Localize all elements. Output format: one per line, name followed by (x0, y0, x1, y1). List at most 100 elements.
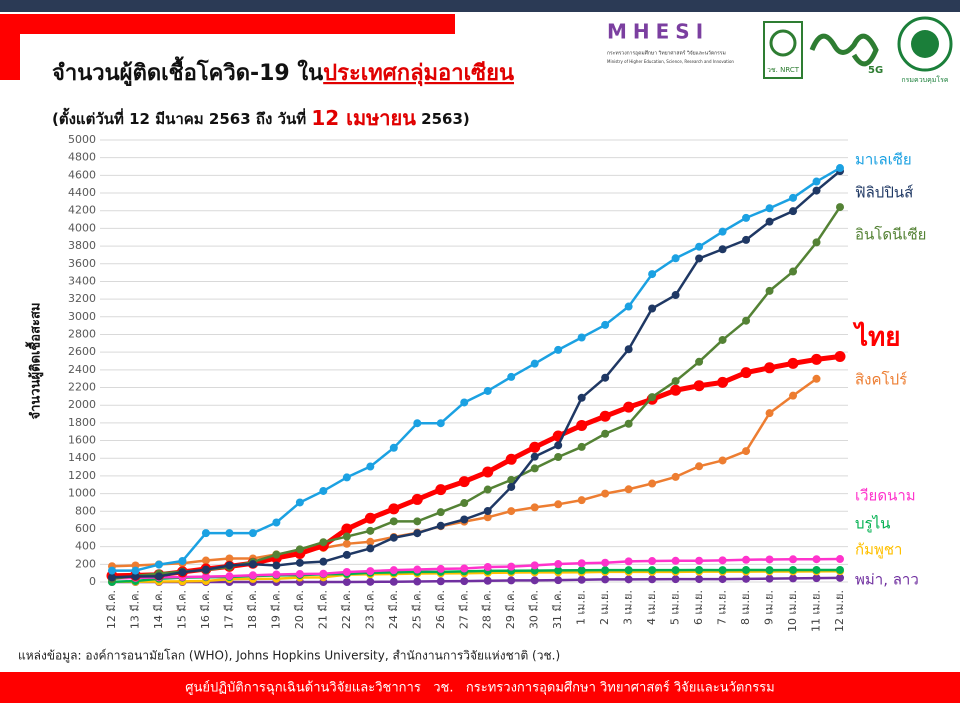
data-point (272, 570, 281, 579)
data-point (577, 393, 586, 402)
data-point (648, 270, 657, 279)
data-point (718, 556, 727, 565)
data-point (201, 565, 210, 574)
data-point (319, 486, 328, 495)
data-point (601, 566, 610, 575)
data-point (342, 568, 351, 577)
y-tick-label: 2600 (68, 345, 96, 358)
data-point (154, 572, 163, 581)
x-tick-label: 2 เม.ย. (598, 590, 611, 625)
data-point (178, 568, 187, 577)
data-point (530, 359, 539, 368)
logo-text: Ministry of Higher Education, Science, R… (607, 59, 734, 64)
x-tick-label: 27 มี.ค. (457, 590, 470, 629)
data-point (411, 493, 423, 505)
subtitle-part: 12 เมษายน (311, 106, 416, 130)
x-tick-label: 9 เม.ย. (763, 590, 776, 625)
data-point (529, 441, 541, 453)
data-point (718, 566, 727, 575)
y-tick-label: 200 (75, 557, 96, 570)
y-tick-label: 1600 (68, 434, 96, 447)
title-part: จำนวนผู้ติดเชื้อโควิด-19 ใน (52, 56, 323, 87)
data-point (436, 419, 445, 428)
data-point (225, 572, 234, 581)
data-point (836, 164, 844, 173)
data-point (671, 291, 680, 300)
data-point (131, 572, 140, 581)
data-point (577, 559, 586, 568)
data-point (789, 555, 798, 564)
data-point (366, 577, 375, 586)
data-point (554, 500, 563, 509)
y-tick-label: 0 (89, 575, 96, 588)
series-label: กัมพูชา (855, 541, 902, 559)
data-point (108, 566, 116, 575)
y-tick-label: 1200 (68, 469, 96, 482)
data-point (460, 499, 469, 508)
series-line (111, 377, 818, 568)
data-point (812, 177, 821, 186)
data-point (201, 529, 210, 538)
data-point (789, 574, 798, 583)
x-tick-label: 16 มี.ค. (199, 590, 212, 629)
x-tick-label: 24 มี.ค. (387, 590, 400, 629)
y-axis-label: จำนวนผู้ติดเชื้อสะสม (25, 303, 44, 420)
series-label: ไทย (852, 321, 900, 353)
data-point (718, 227, 727, 236)
data-point (436, 564, 445, 573)
data-point (483, 485, 492, 494)
data-point (530, 576, 539, 585)
x-tick-label: 6 เม.ย. (692, 590, 705, 625)
data-point (624, 345, 633, 354)
footer-band (0, 672, 960, 703)
y-tick-label: 3200 (68, 292, 96, 305)
data-point (648, 304, 657, 313)
data-point (693, 380, 705, 392)
y-tick-label: 2000 (68, 398, 96, 411)
data-point (389, 566, 398, 575)
data-point (787, 357, 799, 369)
data-point (436, 521, 445, 530)
x-tick-label: 21 มี.ค. (316, 590, 329, 629)
data-point (671, 472, 680, 481)
y-tick-label: 1800 (68, 416, 96, 429)
data-point (435, 484, 447, 496)
data-point (789, 565, 798, 574)
data-point (695, 565, 704, 574)
data-point (483, 563, 492, 572)
data-point (225, 554, 234, 563)
data-point (154, 560, 163, 569)
data-point (601, 575, 610, 584)
data-point (695, 556, 704, 565)
x-tick-label: 26 มี.ค. (434, 590, 447, 629)
data-point (342, 473, 351, 482)
data-point (812, 565, 821, 574)
data-point (577, 442, 586, 451)
data-point (248, 571, 257, 580)
data-point (507, 482, 516, 491)
data-point (718, 335, 727, 344)
data-point (765, 409, 774, 418)
y-tick-label: 3600 (68, 257, 96, 270)
x-tick-label: 18 มี.ค. (246, 590, 259, 629)
y-tick-label: 3800 (68, 239, 96, 252)
data-point (342, 578, 351, 586)
data-point (225, 561, 234, 570)
y-tick-label: 4000 (68, 221, 96, 234)
data-point (201, 556, 210, 565)
data-point (507, 475, 516, 484)
data-point (765, 204, 774, 213)
data-point (342, 550, 351, 559)
data-point (601, 373, 610, 382)
data-point (671, 377, 680, 386)
data-point (413, 565, 422, 574)
data-point (577, 496, 586, 505)
y-tick-label: 400 (75, 540, 96, 553)
data-point (836, 555, 844, 564)
x-tick-label: 19 มี.ค. (269, 590, 282, 629)
series-line (111, 170, 841, 579)
data-point (648, 557, 657, 566)
x-tick-label: 22 มี.ค. (340, 590, 353, 629)
data-point (670, 384, 682, 396)
